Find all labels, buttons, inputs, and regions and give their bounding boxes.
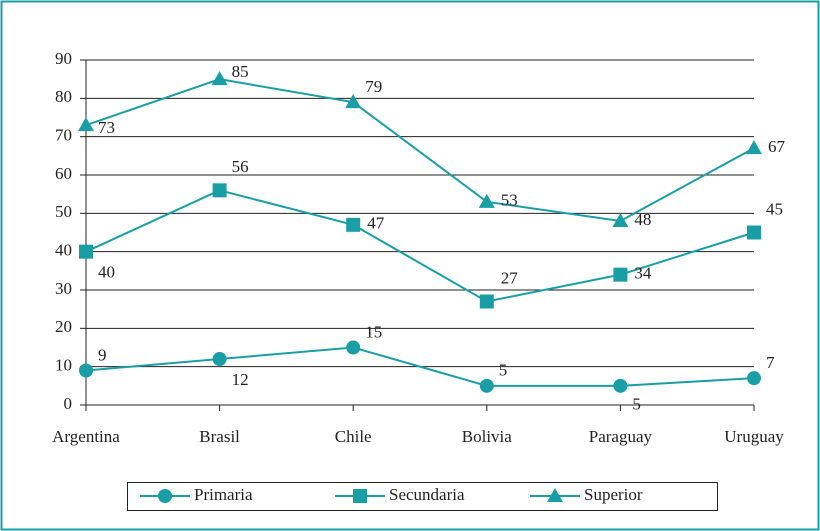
y-tick-label: 50 [55,202,72,221]
marker [478,193,495,208]
marker [346,340,361,355]
data-label: 12 [232,370,249,389]
marker [612,213,629,227]
x-tick-label: Brasil [199,427,240,446]
data-label: 27 [501,268,519,287]
data-label: 56 [232,157,249,176]
x-tick-label: Argentina [52,427,120,446]
marker [346,217,361,232]
series-line [85,78,755,223]
marker [158,489,172,503]
data-label: 9 [98,345,107,364]
marker [79,363,93,378]
data-label: 73 [98,118,115,137]
legend-box [127,482,718,511]
y-tick-label: 80 [55,87,72,106]
y-tick-label: 10 [55,356,72,375]
data-label: 15 [365,322,382,341]
marker [479,378,494,393]
data-label: 7 [766,353,775,372]
data-label: 48 [634,210,651,229]
marker [78,117,94,132]
y-tick-label: 20 [55,317,72,336]
y-tick-label: 0 [64,394,73,413]
legend-label: Superior [584,485,643,504]
marker [613,267,628,282]
data-label: 45 [766,199,783,218]
data-label: 34 [634,264,652,283]
data-label: 5 [632,395,641,414]
marker [479,294,494,309]
data-label: 5 [499,361,508,380]
marker [613,378,628,393]
data-label: 47 [367,214,385,233]
x-tick-label: Chile [335,427,372,446]
y-tick-label: 60 [55,164,72,183]
x-tick-label: Paraguay [589,427,653,446]
y-tick-label: 30 [55,279,72,298]
legend-label: Secundaria [389,485,465,504]
marker [747,371,761,386]
marker [79,244,93,259]
legend-label: Primaria [194,485,253,504]
x-tick-label: Bolivia [462,427,513,446]
data-label: 85 [232,62,249,81]
data-label: 79 [365,77,382,96]
y-tick-label: 90 [55,49,72,68]
marker [212,352,227,366]
x-tick-label: Uruguay [724,427,784,446]
marker [747,225,761,240]
data-label: 67 [768,137,786,156]
marker [212,183,227,198]
series-line [85,346,755,387]
data-label: 40 [98,263,115,282]
y-tick-label: 40 [55,241,72,260]
marker [345,94,362,109]
data-label: 53 [501,191,518,210]
marker [746,140,762,155]
marker [211,71,228,86]
marker [547,488,563,502]
y-tick-label: 70 [55,126,72,145]
marker [353,489,367,503]
series-line [85,189,755,303]
